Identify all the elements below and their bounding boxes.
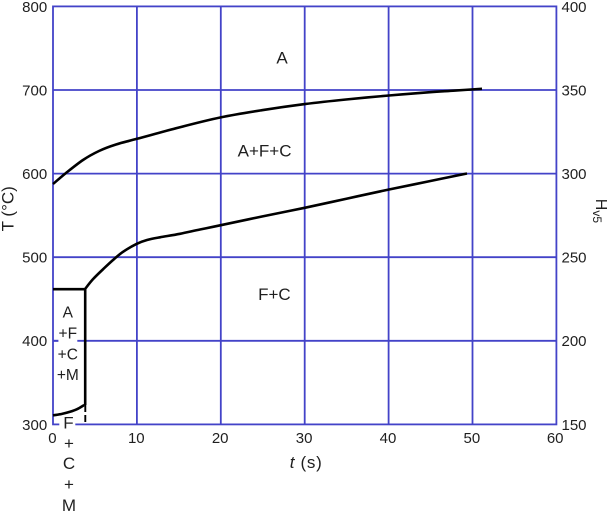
svg-text:Hv5: Hv5 <box>590 199 608 224</box>
svg-text:F: F <box>63 413 73 432</box>
svg-text:200: 200 <box>562 333 587 350</box>
svg-text:30: 30 <box>296 430 313 447</box>
svg-text:300: 300 <box>22 417 47 434</box>
svg-text:A+F+C: A+F+C <box>238 142 292 161</box>
svg-text:0: 0 <box>48 430 56 447</box>
svg-text:F+C: F+C <box>258 285 291 304</box>
svg-text:T (°C): T (°C) <box>0 186 18 231</box>
svg-text:600: 600 <box>22 166 47 183</box>
svg-text:20: 20 <box>212 430 229 447</box>
svg-text:A: A <box>63 305 74 322</box>
svg-text:60: 60 <box>547 430 564 447</box>
svg-text:400: 400 <box>22 333 47 350</box>
svg-text:+M: +M <box>57 367 79 384</box>
svg-text:700: 700 <box>22 82 47 99</box>
svg-text:+: + <box>64 475 74 494</box>
svg-text:+: + <box>64 434 74 453</box>
svg-text:+C: +C <box>58 346 78 363</box>
svg-text:800: 800 <box>22 0 47 16</box>
svg-text:+F: +F <box>59 326 78 343</box>
svg-text:300: 300 <box>562 166 587 183</box>
svg-text:500: 500 <box>22 250 47 267</box>
svg-text:M: M <box>62 496 76 512</box>
svg-text:C: C <box>63 454 75 473</box>
svg-text:A: A <box>276 48 288 67</box>
svg-text:10: 10 <box>128 430 145 447</box>
svg-text:150: 150 <box>562 417 587 434</box>
svg-text:t (s): t (s) <box>290 453 323 472</box>
svg-text:250: 250 <box>562 250 587 267</box>
svg-text:50: 50 <box>464 430 481 447</box>
svg-text:350: 350 <box>562 82 587 99</box>
svg-text:40: 40 <box>380 430 397 447</box>
svg-text:400: 400 <box>562 0 587 16</box>
